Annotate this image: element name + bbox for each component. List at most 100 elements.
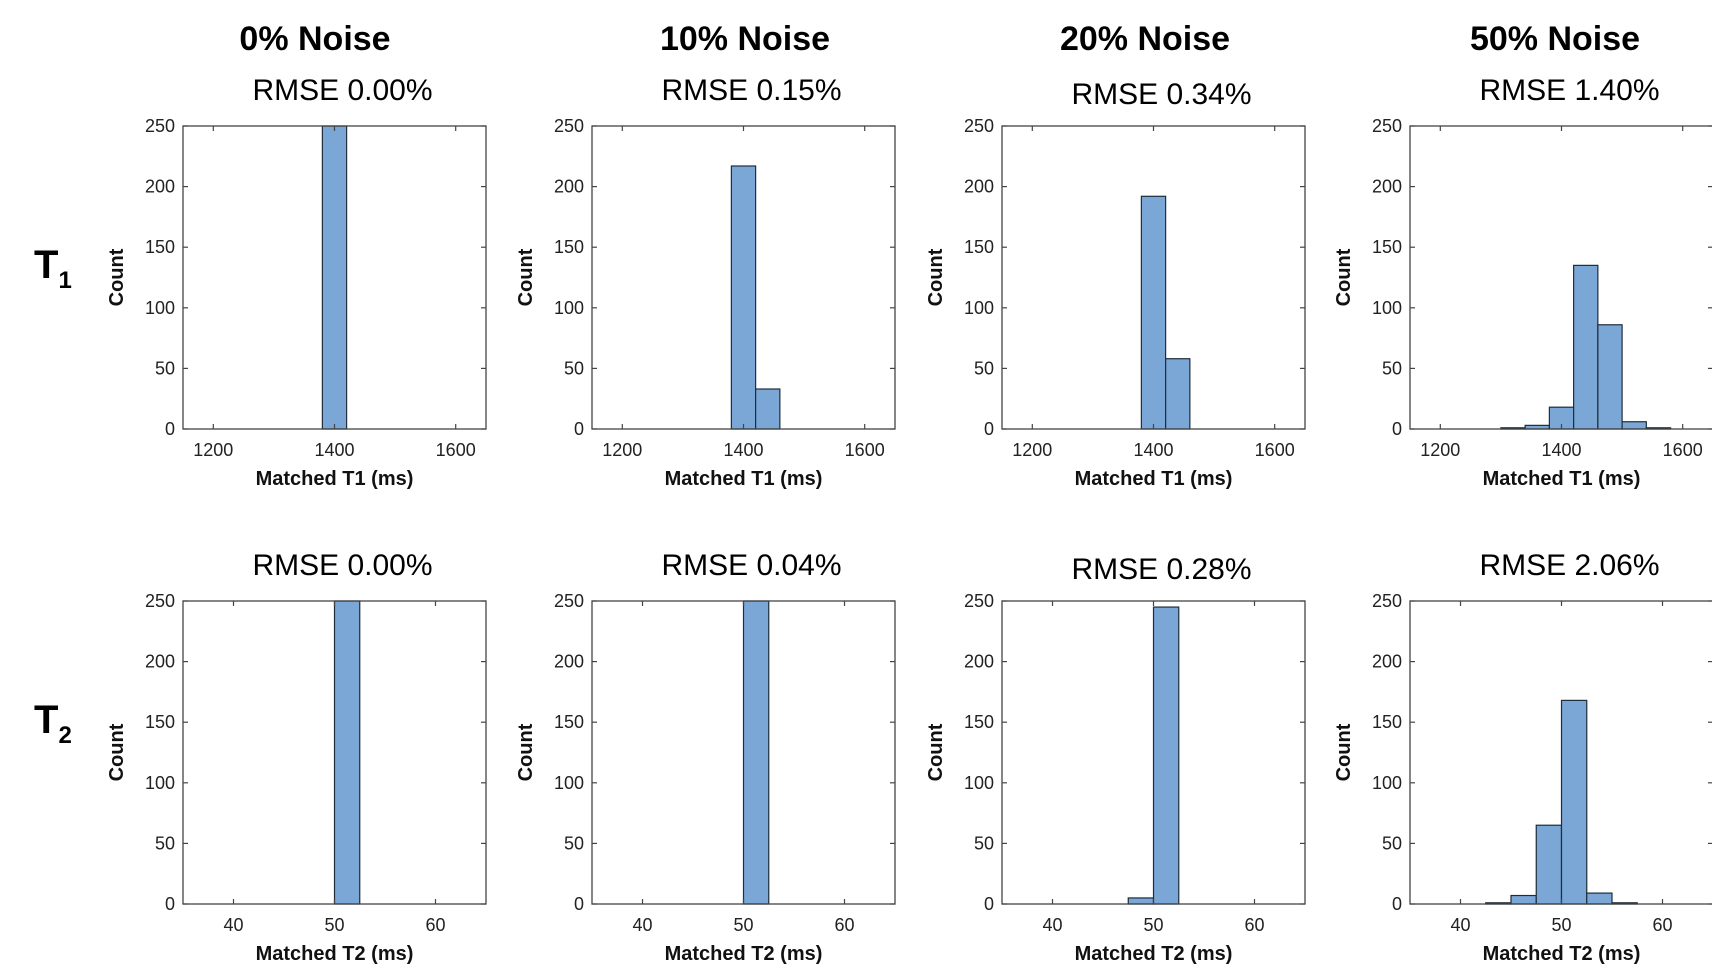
y-tick-label: 100 [964,773,994,793]
x-tick-label: 1400 [1133,440,1173,460]
x-axis-label: Matched T2 (ms) [1483,943,1641,965]
y-tick-label: 200 [1372,177,1402,197]
y-axis-label: Count [515,723,537,781]
y-tick-label: 100 [554,298,584,318]
y-tick-label: 50 [1382,833,1402,853]
y-tick-label: 200 [1372,652,1402,672]
y-tick-label: 250 [1372,116,1402,136]
column-title-3: 50% Noise [1470,20,1640,58]
histogram-bar [1165,358,1191,430]
histogram-bar [730,165,757,430]
column-title-2: 20% Noise [1060,20,1230,58]
rmse-title: RMSE 0.15% [661,74,841,107]
x-axis-label: Matched T1 (ms) [256,468,414,490]
x-tick-label: 1200 [1420,440,1460,460]
x-tick-label: 60 [425,915,445,935]
column-titles: 0% Noise 10% Noise 20% Noise 50% Noise [239,20,1640,58]
histogram-bar [321,125,348,430]
x-axis-label: Matched T1 (ms) [665,468,823,490]
histogram-t2-col-3: RMSE 2.06% 0 50 100 150 200 250 40 50 60 Matched T… [1333,549,1712,965]
y-tick-label: 250 [964,591,994,611]
histogram-bar [1573,264,1599,430]
y-tick-label: 200 [145,652,175,672]
rmse-title: RMSE 0.00% [252,549,432,582]
y-axis-label: Count [515,248,537,306]
y-tick-label: 150 [964,712,994,732]
y-axis-label: Count [925,248,947,306]
y-tick-label: 0 [1392,419,1402,439]
x-axis-label: Matched T1 (ms) [1483,468,1641,490]
x-axis-label: Matched T2 (ms) [256,943,414,965]
x-tick-label: 40 [1450,915,1470,935]
y-tick-label: 250 [1372,591,1402,611]
histogram-t2-col-0: RMSE 0.00% 0 50 100 150 200 250 40 50 60 Matched T… [106,549,487,965]
y-tick-label: 200 [145,177,175,197]
x-tick-label: 1400 [314,440,354,460]
y-tick-label: 0 [574,419,584,439]
y-tick-label: 150 [964,237,994,257]
y-tick-label: 0 [984,419,994,439]
y-axis-label: Count [1333,248,1355,306]
x-tick-label: 1200 [602,440,642,460]
y-tick-label: 150 [1372,712,1402,732]
y-tick-label: 200 [554,652,584,672]
x-tick-label: 50 [1551,915,1571,935]
y-tick-label: 200 [964,652,994,672]
x-axis-label: Matched T2 (ms) [1075,943,1233,965]
y-tick-label: 50 [564,833,584,853]
y-tick-label: 50 [974,358,994,378]
histogram-t2-col-1: RMSE 0.04% 0 50 100 150 200 250 40 50 60 Matched T… [515,549,896,965]
histogram-bar [1140,195,1167,430]
column-title-0: 0% Noise [239,20,390,58]
y-tick-label: 0 [984,894,994,914]
plot-frame [1409,125,1712,430]
y-axis-label: Count [1333,723,1355,781]
histogram-bar [742,600,770,905]
y-tick-label: 50 [155,833,175,853]
histogram-bar [1510,894,1537,905]
x-tick-label: 50 [733,915,753,935]
row-labels: T1 T2 [34,243,72,749]
y-tick-label: 100 [145,773,175,793]
y-tick-label: 0 [165,419,175,439]
y-tick-label: 250 [554,116,584,136]
histogram-bar [1152,606,1180,905]
y-tick-label: 150 [1372,237,1402,257]
y-tick-label: 150 [554,237,584,257]
histogram-bar [1535,824,1563,905]
x-tick-label: 50 [1143,915,1163,935]
x-tick-label: 1400 [1541,440,1581,460]
histogram-t1-col-3: RMSE 1.40% 0 50 100 150 200 250 1200 1400 1600 Mat… [1333,74,1712,490]
x-tick-label: 1200 [193,440,233,460]
histogram-bar [1597,324,1623,430]
x-axis-label: Matched T1 (ms) [1075,468,1233,490]
histogram-t1-col-2: RMSE 0.34% 0 50 100 150 200 250 1200 1400 1600 Mat… [925,78,1306,490]
x-tick-label: 60 [834,915,854,935]
x-tick-label: 1600 [845,440,885,460]
y-tick-label: 250 [145,116,175,136]
y-tick-label: 50 [564,358,584,378]
rmse-title: RMSE 2.06% [1479,549,1659,582]
x-tick-label: 60 [1244,915,1264,935]
x-tick-label: 1600 [1255,440,1295,460]
x-tick-label: 1600 [1663,440,1703,460]
y-tick-label: 100 [145,298,175,318]
y-tick-label: 50 [974,833,994,853]
y-tick-label: 150 [554,712,584,732]
row-label-t2: T2 [34,698,72,749]
histogram-bar [755,388,781,430]
y-tick-label: 150 [145,712,175,732]
y-tick-label: 200 [964,177,994,197]
rmse-title: RMSE 0.00% [252,74,432,107]
y-tick-label: 0 [1392,894,1402,914]
rmse-title: RMSE 1.40% [1479,74,1659,107]
y-tick-label: 250 [145,591,175,611]
y-axis-label: Count [106,248,128,306]
y-tick-label: 250 [964,116,994,136]
y-tick-label: 0 [574,894,584,914]
row-label-t1: T1 [34,243,72,294]
histogram-panels: RMSE 0.00% 0 50 100 150 200 250 1200 1400 1600 Mat… [106,74,1712,965]
y-tick-label: 100 [554,773,584,793]
y-tick-label: 50 [155,358,175,378]
y-tick-label: 100 [1372,298,1402,318]
